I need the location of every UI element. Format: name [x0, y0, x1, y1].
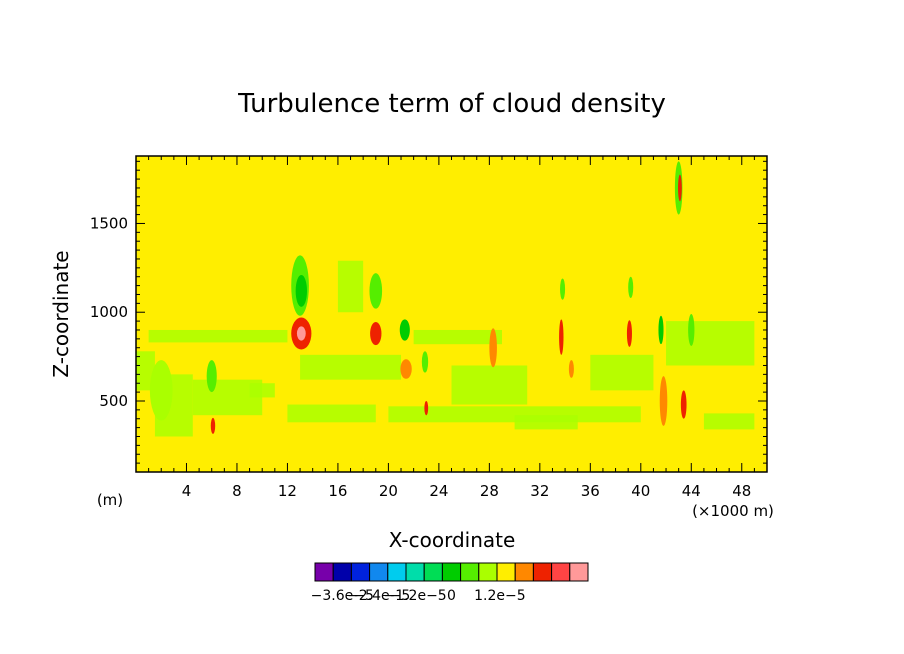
colorbar-swatch: [460, 562, 480, 582]
contour-band: [148, 329, 288, 343]
x-tick-label: 16: [328, 482, 347, 500]
colorbar-swatch: [496, 562, 516, 582]
x-unit-right: (×1000 m): [692, 502, 774, 520]
y-tick-label: 500: [99, 392, 128, 410]
contour-feature: [658, 315, 664, 345]
contour-feature: [489, 328, 497, 368]
contour-feature: [296, 326, 306, 341]
contour-band: [300, 354, 402, 380]
plot-background: [136, 156, 767, 472]
x-tick-label: 28: [480, 482, 499, 500]
x-tick-label: 4: [182, 482, 192, 500]
contour-feature: [210, 417, 216, 434]
x-tick-label: 40: [631, 482, 650, 500]
green-bands: [136, 260, 755, 437]
colorbar-swatch: [514, 562, 534, 582]
y-tick-label: 1000: [90, 303, 128, 321]
contour-band: [590, 354, 654, 391]
x-axis: 4 8 12 16 20 24 28 32 36 40 44 48: [135, 156, 768, 500]
contour-band: [413, 329, 502, 345]
colorbar-swatch: [569, 562, 589, 582]
colorbar: [314, 562, 589, 582]
contour-feature: [559, 319, 564, 355]
colorbar-tick-label: 1.2e−5: [474, 588, 526, 604]
contour-feature: [399, 319, 410, 341]
x-tick-label: 32: [530, 482, 549, 500]
contour-band: [514, 415, 578, 430]
colorbar-swatch: [551, 562, 571, 582]
x-tick-label: 24: [429, 482, 448, 500]
x-tick-label: 20: [379, 482, 398, 500]
y-axis-label: Z-coordinate: [49, 250, 73, 377]
contour-feature: [369, 273, 383, 309]
contour-band: [287, 404, 376, 423]
x-tick-label: 8: [232, 482, 242, 500]
contour-band: [451, 365, 528, 405]
x-tick-label: 12: [278, 482, 297, 500]
features: [149, 161, 695, 434]
colorbar-swatch: [532, 562, 553, 582]
x-tick-label: 48: [732, 482, 751, 500]
contour-feature: [560, 278, 566, 300]
contour-band: [249, 383, 275, 398]
colorbar-swatch: [332, 562, 352, 582]
contour-feature: [370, 321, 382, 346]
colorbar-swatch: [369, 562, 389, 582]
contour-feature: [568, 360, 574, 378]
contour-feature: [421, 351, 429, 373]
colorbar-swatch: [350, 562, 371, 582]
x-unit-left: (m): [97, 491, 123, 509]
colorbar-swatch: [387, 562, 407, 582]
colorbar-labels: −3.6e−5−2.4e−5−1.2e−5 0 1.2e−5: [311, 588, 526, 604]
contour-feature: [400, 359, 412, 379]
y-axis: 500 1000 1500: [90, 160, 767, 473]
contour-feature: [295, 274, 308, 307]
contour-feature: [628, 276, 634, 299]
colorbar-tick-label: 0: [447, 588, 456, 604]
chart-title: Turbulence term of cloud density: [237, 89, 666, 119]
colorbar-swatch: [405, 562, 425, 582]
contour-feature: [659, 376, 668, 426]
contour-feature: [680, 390, 687, 419]
plot-area: [135, 155, 768, 473]
x-axis-label: X-coordinate: [389, 528, 516, 552]
contour-feature: [688, 314, 695, 346]
contour-feature: [424, 400, 429, 416]
x-tick-label: 36: [581, 482, 600, 500]
y-tick-label: 1500: [90, 214, 128, 232]
colorbar-swatch: [441, 562, 462, 582]
contour-band: [666, 321, 755, 366]
colorbar-swatch: [314, 562, 334, 582]
contour-feature: [206, 360, 217, 393]
colorbar-tick-label: −1.2e−5: [383, 588, 446, 604]
contour-band: [388, 406, 641, 423]
colorbar-swatch: [478, 562, 498, 582]
colorbar-tick-label: −2.4e−5: [347, 588, 410, 604]
contour-feature: [626, 320, 632, 347]
colorbar-tick-label: −3.6e−5: [311, 588, 374, 604]
contour-band: [136, 351, 155, 391]
contour-feature: [149, 360, 173, 421]
colorbar-swatch: [423, 562, 443, 582]
x-tick-label: 44: [682, 482, 701, 500]
contour-feature: [678, 174, 682, 202]
contour-band: [703, 413, 755, 430]
contour-band: [337, 260, 364, 313]
